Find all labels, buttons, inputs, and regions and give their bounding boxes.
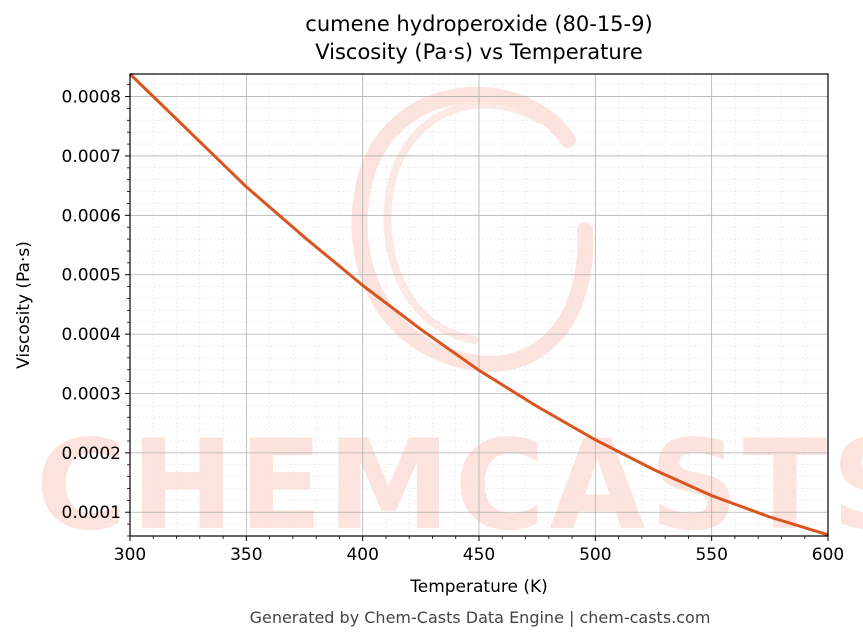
x-tick-label: 300 xyxy=(114,545,146,565)
y-axis: 0.0001 0.0002 0.0003 0.0004 0.0005 0.0006 0.00… xyxy=(62,84,130,537)
x-tick-label: 500 xyxy=(579,545,611,565)
watermark: CHEMCASTS xyxy=(35,86,863,558)
chart-title: cumene hydroperoxide (80-15-9) xyxy=(305,12,653,36)
footer-credit: Generated by Chem-Casts Data Engine | ch… xyxy=(249,608,711,627)
y-axis-label: Viscosity (Pa·s) xyxy=(14,241,34,369)
y-tick-label: 0.0004 xyxy=(62,325,121,345)
x-tick-label: 600 xyxy=(812,545,844,565)
y-tick-label: 0.0007 xyxy=(62,147,121,167)
x-tick-label: 400 xyxy=(346,545,378,565)
x-tick-label: 550 xyxy=(695,545,727,565)
watermark-logo-swirl xyxy=(351,86,594,372)
y-tick-label: 0.0001 xyxy=(62,503,121,523)
watermark-text: CHEMCASTS xyxy=(35,414,863,558)
x-tick-label: 450 xyxy=(463,545,495,565)
series-line xyxy=(128,72,829,537)
watermark-logo-swirl-inner xyxy=(383,100,544,344)
x-tick-label: 350 xyxy=(230,545,262,565)
series-layer xyxy=(128,72,829,537)
x-axis-label: Temperature (K) xyxy=(410,577,548,597)
x-axis: 300 350 400 450 500 550 600 xyxy=(114,536,844,565)
y-tick-label: 0.0005 xyxy=(62,266,121,286)
y-tick-label: 0.0006 xyxy=(62,206,121,226)
chart-subtitle: Viscosity (Pa·s) vs Temperature xyxy=(315,40,643,64)
y-tick-label: 0.0002 xyxy=(62,444,121,464)
y-tick-label: 0.0008 xyxy=(62,88,121,108)
y-tick-label: 0.0003 xyxy=(62,384,121,404)
